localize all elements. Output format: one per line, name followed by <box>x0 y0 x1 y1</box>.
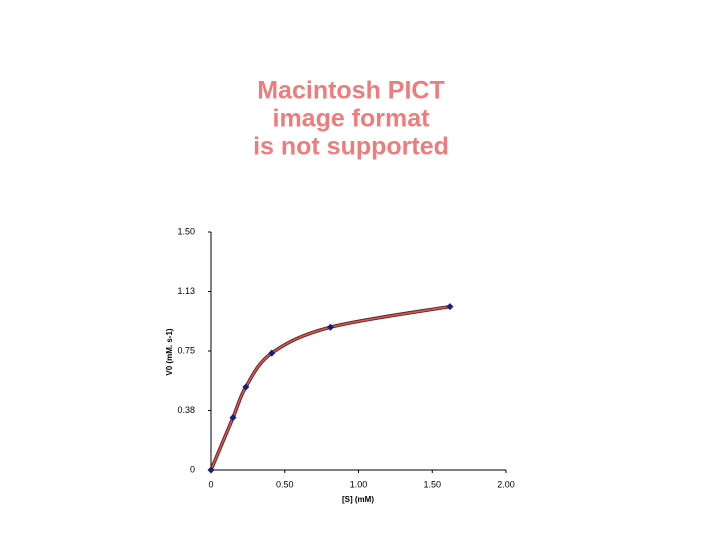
x-tick-label: 0 <box>208 479 213 489</box>
placeholder-line: is not supported <box>253 133 449 161</box>
x-tick-label: 0.50 <box>276 479 294 489</box>
y-tick-label: 1.13 <box>177 286 195 296</box>
point <box>446 303 454 311</box>
x-tick-label: 1.00 <box>350 479 368 489</box>
y-tick-label: 1.50 <box>177 226 195 236</box>
point <box>207 466 215 474</box>
x-tick-label: 1.50 <box>423 479 441 489</box>
y-tick-label: 0.75 <box>177 345 195 355</box>
point <box>268 349 276 357</box>
point <box>326 323 334 331</box>
point <box>242 383 250 391</box>
placeholder-line: Macintosh PICT <box>257 77 445 105</box>
y-tick-label: 0.38 <box>177 405 195 415</box>
y-axis-label: V0 (mM. s-1) <box>165 328 174 375</box>
x-axis-label: [S] (mM) <box>342 495 374 504</box>
y-tick-label: 0 <box>190 464 195 474</box>
x-tick-label: 2.00 <box>497 479 515 489</box>
point <box>229 414 237 422</box>
placeholder-line: image format <box>273 105 431 133</box>
